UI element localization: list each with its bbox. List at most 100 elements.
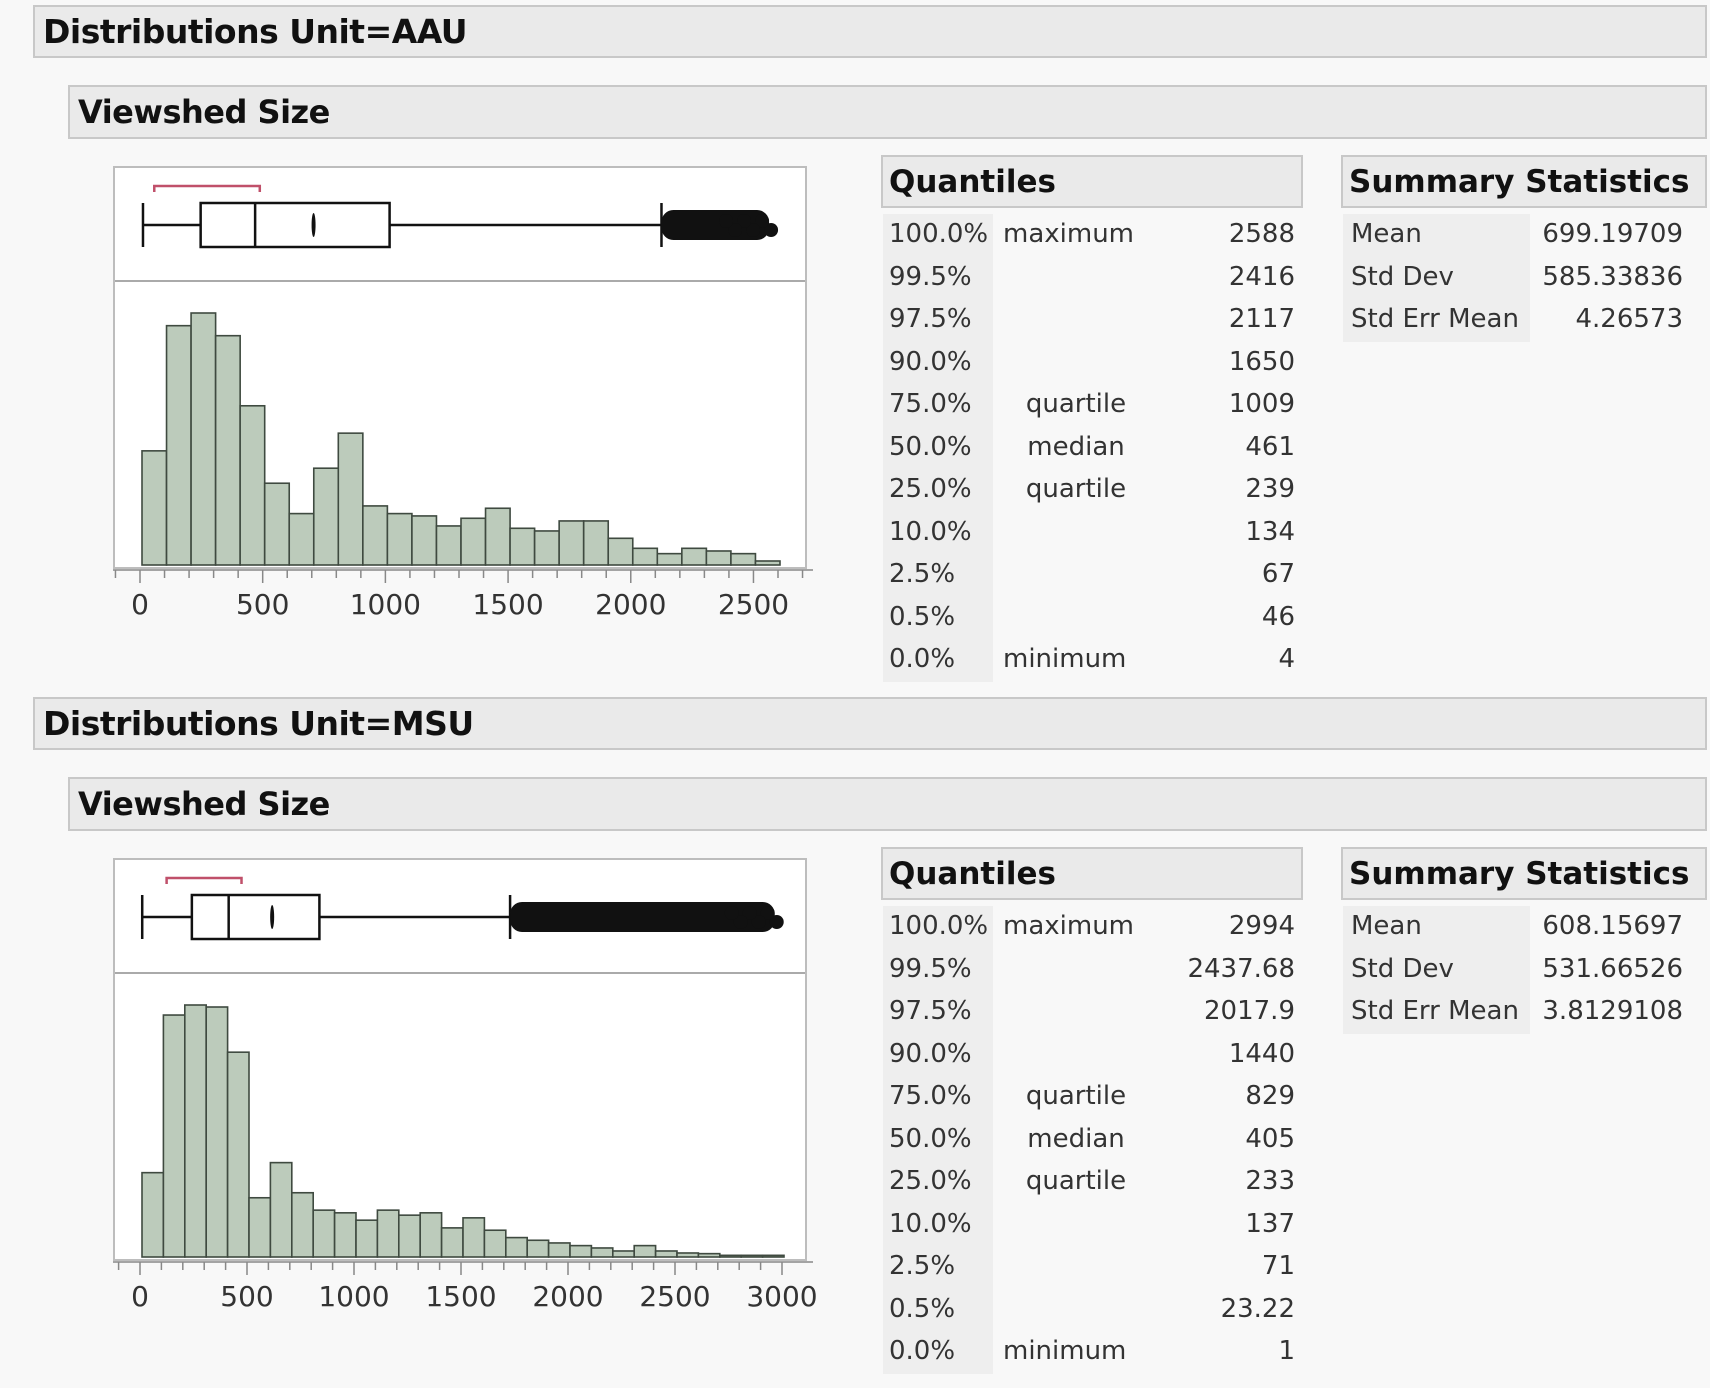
quantile-label: quartile xyxy=(1025,474,1127,504)
summary-statistics-table: Mean 699.19709 Std Dev 585.33836 Std Err Mea… xyxy=(1341,214,1707,342)
quantile-percent: 25.0% xyxy=(889,474,972,504)
distribution-section: Distributions Unit=MSU Viewshed Size 0 50… xyxy=(0,692,1710,1384)
quantile-percent: 25.0% xyxy=(889,1166,972,1196)
summary-label: Mean xyxy=(1351,911,1422,941)
quantile-percent: 10.0% xyxy=(889,1208,972,1239)
x-tick-label: 1000 xyxy=(318,1280,390,1313)
x-tick-label: 0 xyxy=(131,588,149,621)
x-axis: 0 500 1000 1500 2000 2500 xyxy=(113,569,823,629)
quantile-row: 75.0% quartile 829 xyxy=(881,1076,1303,1119)
quantile-percent: 0.5% xyxy=(889,1293,956,1324)
quantile-percent: 99.5% xyxy=(889,953,972,984)
quantile-row: 25.0% quartile 239 xyxy=(881,469,1303,512)
x-tick-label: 2500 xyxy=(639,1280,711,1313)
quantile-row: 75.0% quartile 1009 xyxy=(881,384,1303,427)
summary-statistics-header[interactable]: Summary Statistics xyxy=(1341,155,1707,208)
variable-header[interactable]: Viewshed Size xyxy=(68,777,1707,831)
x-tick-label: 0 xyxy=(131,1280,149,1313)
quantile-label: quartile xyxy=(1025,389,1127,419)
summary-row: Mean 699.19709 xyxy=(1341,214,1707,257)
variable-header[interactable]: Viewshed Size xyxy=(68,85,1707,139)
quantile-value: 2588 xyxy=(1228,219,1295,249)
x-tick-label: 1000 xyxy=(349,588,422,621)
quantile-percent: 100.0% xyxy=(889,219,989,249)
quantile-value: 2416 xyxy=(1228,261,1295,292)
x-tick-label: 2000 xyxy=(532,1280,604,1313)
quantile-row: 97.5% 2117 xyxy=(881,299,1303,342)
quantile-row: 50.0% median 405 xyxy=(881,1119,1303,1162)
quantile-row: 10.0% 137 xyxy=(881,1204,1303,1247)
distribution-group-title: Distributions Unit=AAU xyxy=(43,12,468,51)
distribution-group-header[interactable]: Distributions Unit=AAU xyxy=(33,5,1707,58)
summary-row: Std Dev 531.66526 xyxy=(1341,949,1707,992)
x-tick-label: 1500 xyxy=(472,588,544,621)
summary-label-column xyxy=(1343,214,1530,342)
summary-value: 699.19709 xyxy=(1542,219,1683,249)
quantiles-panel: Quantiles 100.0% maximum 2994 99.5% 2437.68 9… xyxy=(881,847,1303,1374)
summary-statistics-panel: Summary Statistics Mean 699.19709 Std Dev 5… xyxy=(1341,155,1707,342)
quantile-percent: 100.0% xyxy=(889,911,989,941)
quantiles-header[interactable]: Quantiles xyxy=(881,155,1303,208)
distribution-group-header[interactable]: Distributions Unit=MSU xyxy=(33,697,1707,750)
quantile-row: 97.5% 2017.9 xyxy=(881,991,1303,1034)
summary-row: Std Err Mean 3.8129108 xyxy=(1341,991,1707,1034)
quantile-percent: 10.0% xyxy=(889,516,972,547)
summary-value: 585.33836 xyxy=(1542,261,1683,292)
quantile-row: 99.5% 2437.68 xyxy=(881,949,1303,992)
quantile-value: 2994 xyxy=(1228,911,1295,941)
summary-row: Std Dev 585.33836 xyxy=(1341,257,1707,300)
quantile-percent: 0.0% xyxy=(889,644,956,674)
x-tick-label: 500 xyxy=(220,1280,274,1313)
summary-value: 3.8129108 xyxy=(1542,996,1683,1026)
variable-title: Viewshed Size xyxy=(78,785,330,823)
quantile-percent: 50.0% xyxy=(889,1123,972,1154)
quantile-label: median xyxy=(1027,1123,1125,1154)
quantiles-title: Quantiles xyxy=(889,855,1056,892)
summary-label: Std Err Mean xyxy=(1351,996,1519,1026)
summary-label: Std Dev xyxy=(1351,953,1454,984)
summary-statistics-table: Mean 608.15697 Std Dev 531.66526 Std Err Mea… xyxy=(1341,906,1707,1034)
quantile-value: 134 xyxy=(1245,516,1295,547)
quantile-row: 0.0% minimum 1 xyxy=(881,1331,1303,1374)
quantile-percent: 90.0% xyxy=(889,1038,972,1069)
quantile-label: minimum xyxy=(1003,1336,1127,1366)
quantile-row: 25.0% quartile 233 xyxy=(881,1161,1303,1204)
quantiles-table: 100.0% maximum 2994 99.5% 2437.68 97.5% 2017.9… xyxy=(881,906,1303,1374)
distribution-group-title: Distributions Unit=MSU xyxy=(43,704,474,743)
quantile-value: 233 xyxy=(1245,1166,1295,1196)
quantile-row: 99.5% 2416 xyxy=(881,257,1303,300)
quantile-value: 1009 xyxy=(1228,389,1295,419)
quantile-value: 2437.68 xyxy=(1187,953,1295,984)
summary-value: 531.66526 xyxy=(1542,953,1683,984)
quantile-value: 137 xyxy=(1245,1208,1295,1239)
quantile-value: 405 xyxy=(1245,1123,1295,1154)
quantile-percent: 2.5% xyxy=(889,1251,956,1281)
quantiles-header[interactable]: Quantiles xyxy=(881,847,1303,900)
distribution-plot xyxy=(113,166,807,569)
quantile-row: 90.0% 1650 xyxy=(881,342,1303,385)
summary-row: Mean 608.15697 xyxy=(1341,906,1707,949)
quantile-percent: 0.0% xyxy=(889,1336,956,1366)
quantile-label: quartile xyxy=(1025,1166,1127,1196)
x-tick-label: 500 xyxy=(235,588,290,621)
quantile-row: 0.0% minimum 4 xyxy=(881,639,1303,682)
quantile-value: 67 xyxy=(1261,559,1295,589)
quantile-percent: 97.5% xyxy=(889,304,972,334)
summary-label: Std Dev xyxy=(1351,261,1454,292)
quantile-row: 100.0% maximum 2994 xyxy=(881,906,1303,949)
quantile-row: 10.0% 134 xyxy=(881,512,1303,555)
quantile-percent: 99.5% xyxy=(889,261,972,292)
outlier-box-plot xyxy=(115,876,805,974)
quantiles-title: Quantiles xyxy=(889,163,1056,200)
distribution-plot xyxy=(113,858,807,1261)
quantile-label: quartile xyxy=(1025,1081,1127,1111)
summary-statistics-header[interactable]: Summary Statistics xyxy=(1341,847,1707,900)
quantiles-percent-column xyxy=(883,906,993,1374)
distribution-section: Distributions Unit=AAU Viewshed Size 0 50… xyxy=(0,0,1710,692)
quantile-value: 23.22 xyxy=(1220,1293,1295,1324)
quantile-row: 2.5% 67 xyxy=(881,554,1303,597)
quantile-value: 2117 xyxy=(1228,304,1295,334)
summary-statistics-title: Summary Statistics xyxy=(1349,855,1690,892)
x-axis: 0 500 1000 1500 2000 2500 3000 xyxy=(113,1261,823,1321)
quantile-label: minimum xyxy=(1003,644,1127,674)
